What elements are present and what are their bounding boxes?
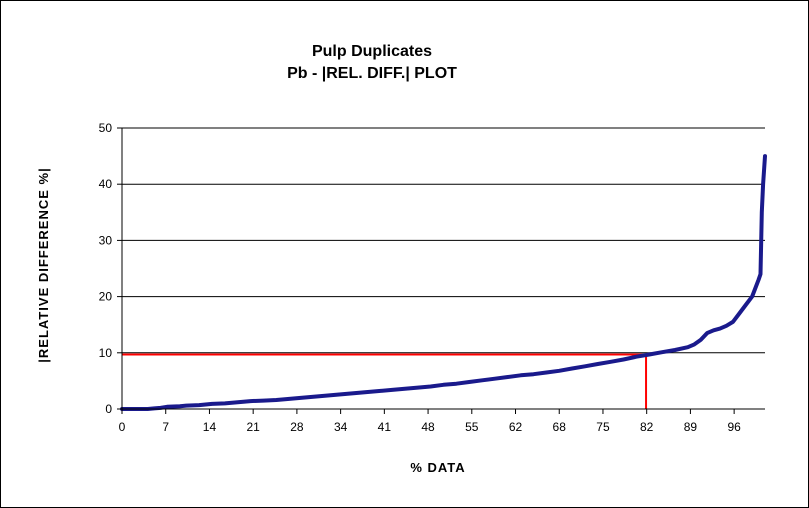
x-tick-62: 62 xyxy=(509,420,523,434)
x-tick-41: 41 xyxy=(378,420,392,434)
series-group xyxy=(120,154,767,411)
y-tick-labels: 0 10 20 30 40 50 xyxy=(99,121,113,416)
series-line-0 xyxy=(120,154,767,411)
y-tick-40: 40 xyxy=(99,177,113,191)
axes xyxy=(117,127,765,414)
y-tick-10: 10 xyxy=(99,346,113,360)
x-tick-21: 21 xyxy=(246,420,260,434)
y-tick-20: 20 xyxy=(99,290,113,304)
y-tick-30: 30 xyxy=(99,233,113,247)
x-tick-89: 89 xyxy=(684,420,698,434)
x-tick-28: 28 xyxy=(290,420,304,434)
x-tick-55: 55 xyxy=(465,420,479,434)
x-tick-labels: 0 7 14 21 28 34 41 48 55 62 68 75 82 89 96 xyxy=(119,420,741,434)
x-tick-0: 0 xyxy=(119,420,126,434)
chart-subtitle: Pb - |REL. DIFF.| PLOT xyxy=(287,65,457,82)
x-tick-68: 68 xyxy=(553,420,567,434)
x-tick-48: 48 xyxy=(421,420,435,434)
reference-lines xyxy=(122,353,648,409)
y-axis-label: |RELATIVE DIFFERENCE %| xyxy=(36,167,51,362)
x-tick-34: 34 xyxy=(334,420,348,434)
x-tick-82: 82 xyxy=(640,420,654,434)
x-tick-75: 75 xyxy=(596,420,610,434)
x-tick-14: 14 xyxy=(203,420,217,434)
grid-lines xyxy=(122,127,765,354)
x-tick-96: 96 xyxy=(727,420,741,434)
x-axis-label: % DATA xyxy=(410,460,465,475)
x-tick-7: 7 xyxy=(162,420,169,434)
y-tick-50: 50 xyxy=(99,121,113,135)
chart-title: Pulp Duplicates xyxy=(312,43,432,60)
y-tick-0: 0 xyxy=(105,402,112,416)
